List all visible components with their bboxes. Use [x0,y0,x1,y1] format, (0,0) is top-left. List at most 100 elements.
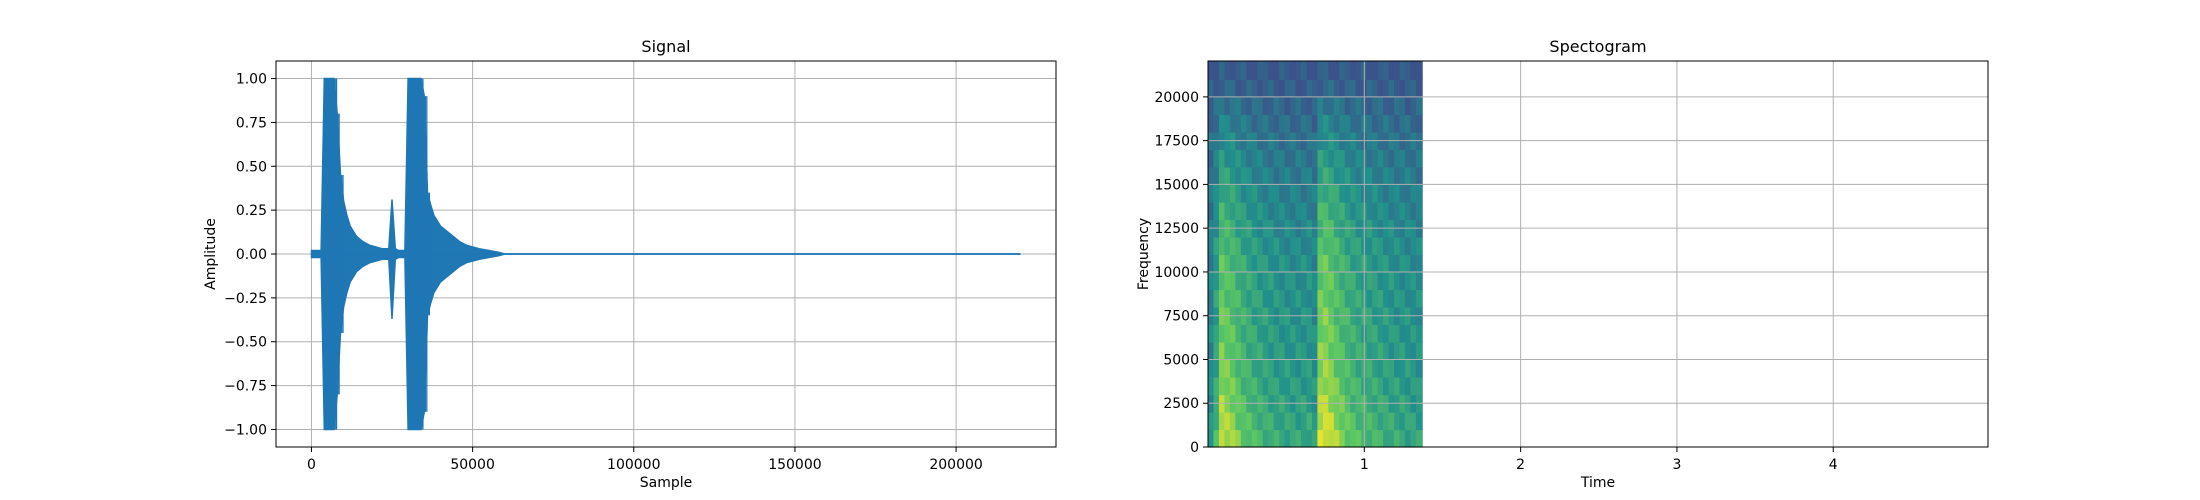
spectrogram-cell [1306,201,1313,221]
spectrogram-cell [1273,184,1280,203]
spectrogram-cell [1404,114,1412,133]
spectrogram-cell [1339,411,1346,431]
spectrogram-cell [1218,96,1226,115]
signal-y-tick-label: −1.00 [224,422,267,438]
spectrogram-cell [1388,359,1395,378]
spectrogram-cell [1268,411,1275,431]
spectrogram-cell [1279,96,1286,115]
spectrogram-cell [1257,376,1264,396]
spectrogram-cell [1355,201,1362,221]
spectrogram-cell [1372,411,1379,431]
spectrogram-cell [1394,166,1401,186]
spectrogram-cell [1306,341,1313,361]
spectrogram-cell [1235,61,1242,80]
spectrogram-cell [1328,341,1335,361]
spectrogram-cell [1240,376,1247,396]
spectrogram-cell [1213,236,1220,256]
spectrogram-cell [1251,61,1258,80]
spectrogram-cell [1328,61,1335,80]
spectrogram-cell [1404,376,1412,396]
spectrogram-cell [1372,271,1379,291]
spectrogram-cell [1224,61,1231,80]
spectrogram-cell [1268,271,1275,291]
spectrogram-cell [1279,289,1286,308]
spectrogram-cell [1251,184,1258,203]
spectrogram-cell [1295,201,1302,221]
spectrogram-cell [1383,429,1390,448]
spectrogram-cell [1301,96,1308,115]
spectrogram-cell [1322,429,1329,448]
spectrogram-x-tick-label: 1 [1360,457,1369,473]
spectrogram-cell [1322,411,1329,431]
spectrogram-cell [1251,79,1258,98]
spectrogram-cell [1394,271,1401,291]
spectrogram-cell [1355,184,1362,203]
spectrogram-cell [1257,254,1264,273]
spectrogram-cell [1328,429,1335,448]
spectrogram-cell [1383,201,1390,221]
spectrogram-cell [1322,149,1329,168]
spectrogram-cell [1246,184,1253,203]
spectrogram-cell [1290,114,1297,133]
signal-waveform [310,77,1021,431]
spectrogram-cell [1311,96,1319,115]
spectrogram-cell [1213,61,1220,80]
spectrogram-cell [1224,149,1231,168]
spectrogram-cell [1284,166,1291,186]
spectrogram-cell [1218,201,1226,221]
spectrogram-cell [1284,359,1291,378]
spectrogram-cell [1290,429,1297,448]
spectrogram-cell [1333,184,1340,203]
spectrogram-cell [1399,201,1406,221]
spectrogram-cell [1350,429,1357,448]
spectrogram-cell [1399,324,1406,343]
spectrogram-cell [1262,324,1269,343]
spectrogram-cell [1208,79,1215,98]
spectrogram-cell [1317,289,1324,308]
signal-y-tick-label: 0.00 [236,247,267,263]
spectrogram-cell [1240,236,1247,256]
spectrogram-cell [1339,114,1346,133]
spectrogram-x-axis-label: Time [1580,475,1615,491]
spectrogram-cell [1268,79,1275,98]
spectrogram-cell [1328,166,1335,186]
spectrogram-cell [1415,271,1423,291]
spectrogram-cell [1257,201,1264,221]
spectrogram-cell [1339,236,1346,256]
spectrogram-cell [1284,96,1291,115]
spectrogram-cell [1311,429,1319,448]
signal-y-tick-label: 0.50 [236,159,267,175]
spectrogram-cell [1240,359,1247,378]
spectrogram-x-tick-label: 3 [1672,457,1681,473]
spectrogram-cell [1366,429,1373,448]
spectrogram-cell [1404,254,1412,273]
spectrogram-cell [1404,429,1412,448]
spectrogram-cell [1355,166,1362,186]
spectrogram-cell [1295,79,1302,98]
spectrogram-cell [1229,254,1236,273]
spectrogram-cell [1322,254,1329,273]
spectrogram-cell [1366,376,1373,396]
spectrogram-cell [1366,79,1373,98]
spectrogram-y-tick-label: 7500 [1163,309,1199,325]
spectrogram-cell [1410,271,1417,291]
spectrogram-cell [1350,271,1357,291]
spectrogram-cell [1268,376,1275,396]
spectrogram-cell [1213,359,1220,378]
spectrogram-cell [1311,376,1319,396]
spectrogram-cell [1290,61,1297,80]
spectrogram-y-axis: 0 2500 5000 7500 10000 12500 15000 17500 20000 [1154,90,1208,456]
spectrogram-cell [1240,61,1247,80]
spectrogram-cell [1372,166,1379,186]
spectrogram-cell [1273,376,1280,396]
spectrogram-cell [1235,376,1242,396]
spectrogram-cell [1246,61,1253,80]
spectrogram-cell [1355,79,1362,98]
spectrogram-cell [1333,289,1340,308]
spectrogram-cell [1235,79,1242,98]
spectrogram-cell [1218,341,1226,361]
spectrogram-cell [1240,254,1247,273]
spectrogram-cell [1404,201,1412,221]
spectrogram-cell [1404,411,1412,431]
spectrogram-cell [1415,61,1423,80]
